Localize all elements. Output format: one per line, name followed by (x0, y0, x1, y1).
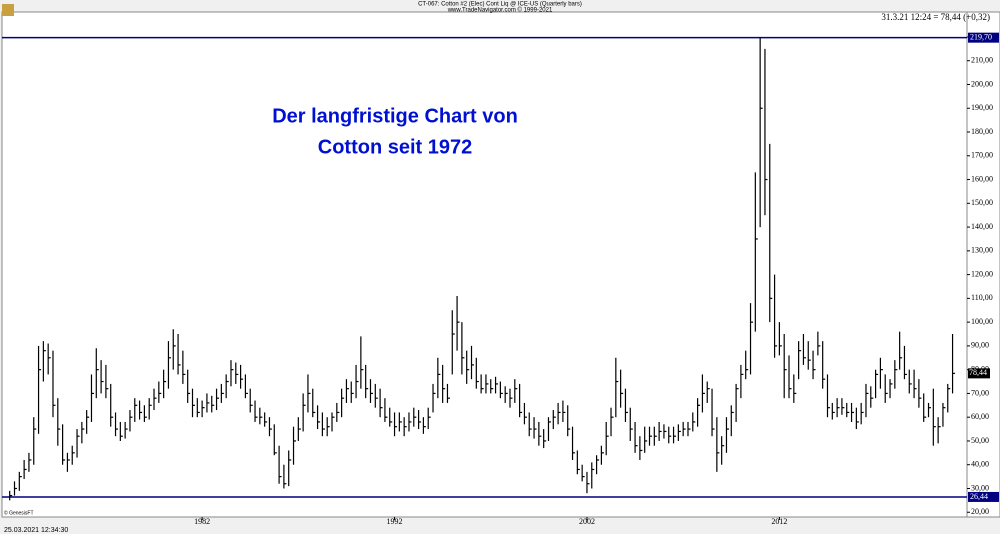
y-tick-label: 50,00 (971, 436, 989, 445)
y-tick-label: 120,00 (971, 269, 993, 278)
y-tick-label: 160,00 (971, 174, 993, 183)
y-tick-label: 150,00 (971, 198, 993, 207)
y-tick-label: 170,00 (971, 151, 993, 160)
last-price-label: 78,44 (969, 368, 987, 377)
y-tick-label: 20,00 (971, 507, 989, 516)
annotation: Cotton seit 1972 (318, 136, 472, 158)
y-tick-label: 60,00 (971, 412, 989, 421)
y-tick-label: 210,00 (971, 56, 993, 65)
y-tick-label: 180,00 (971, 127, 993, 136)
level-label: 219,70 (970, 32, 992, 41)
x-tick-label: 2002 (579, 517, 595, 526)
last-quote: 31.3.21 12:24 = 78,44 (+0,32) (881, 12, 990, 22)
y-tick-label: 30,00 (971, 483, 989, 492)
y-tick-label: 100,00 (971, 317, 993, 326)
y-tick-label: 140,00 (971, 222, 993, 231)
x-tick-label: 2012 (771, 517, 787, 526)
plot-area (1, 11, 968, 518)
level-box (968, 491, 999, 502)
level-label: 26,44 (970, 492, 988, 501)
y-tick-label: 200,00 (971, 79, 993, 88)
x-tick-label: 1982 (194, 517, 210, 526)
y-tick-label: 40,00 (971, 460, 989, 469)
chart-subtitle: www.TradeNavigator.com © 1999-2021 (447, 7, 553, 14)
chart-title: CT-067: Cotton #2 (Elec) Cont Liq @ ICE-… (418, 2, 582, 8)
price-axis (966, 11, 1000, 518)
y-tick-label: 110,00 (971, 293, 993, 302)
logo (2, 4, 14, 16)
level-box (968, 32, 999, 43)
annotation: Der langfristige Chart von (272, 105, 518, 127)
x-tick-label: 1992 (387, 517, 403, 526)
y-tick-label: 90,00 (971, 341, 989, 350)
y-tick-label: 70,00 (971, 388, 989, 397)
footer: © GenesisFT (4, 509, 34, 516)
last-price-box (968, 368, 990, 379)
timestamp: 25.03.2021 12:34:30 (4, 527, 68, 534)
y-tick-label: 130,00 (971, 246, 993, 255)
y-tick-label: 190,00 (971, 103, 993, 112)
